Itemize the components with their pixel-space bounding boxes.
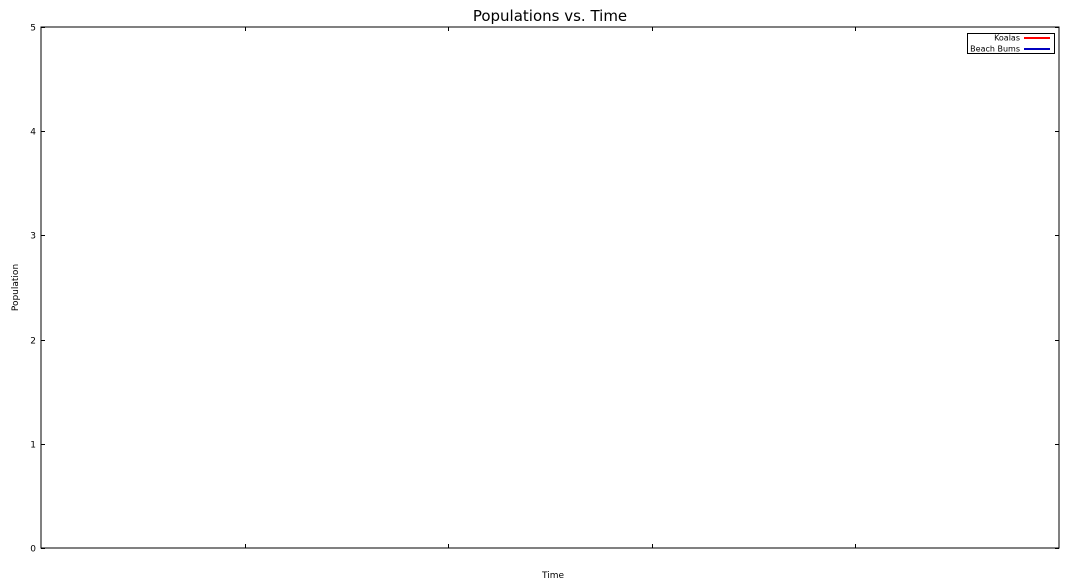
x-axis-ticks: [245, 27, 856, 548]
legend-label: Beach Bums: [970, 45, 1020, 54]
chart-title: Populations vs. Time: [473, 7, 627, 25]
y-tick-label: 3: [30, 232, 36, 242]
y-tick-label: 1: [30, 441, 36, 451]
y-tick-label: 0: [30, 545, 36, 555]
y-axis-ticks: 0 1 2 3 4 5: [30, 24, 1059, 555]
y-tick-label: 4: [30, 128, 36, 138]
y-tick-label: 2: [30, 337, 36, 347]
x-axis-label: Time: [541, 571, 564, 581]
y-axis-label: Population: [11, 264, 21, 311]
legend: Koalas Beach Bums: [967, 33, 1055, 54]
legend-label: Koalas: [994, 34, 1020, 43]
plot-area: [40, 26, 1060, 549]
y-tick-label: 5: [30, 24, 36, 34]
